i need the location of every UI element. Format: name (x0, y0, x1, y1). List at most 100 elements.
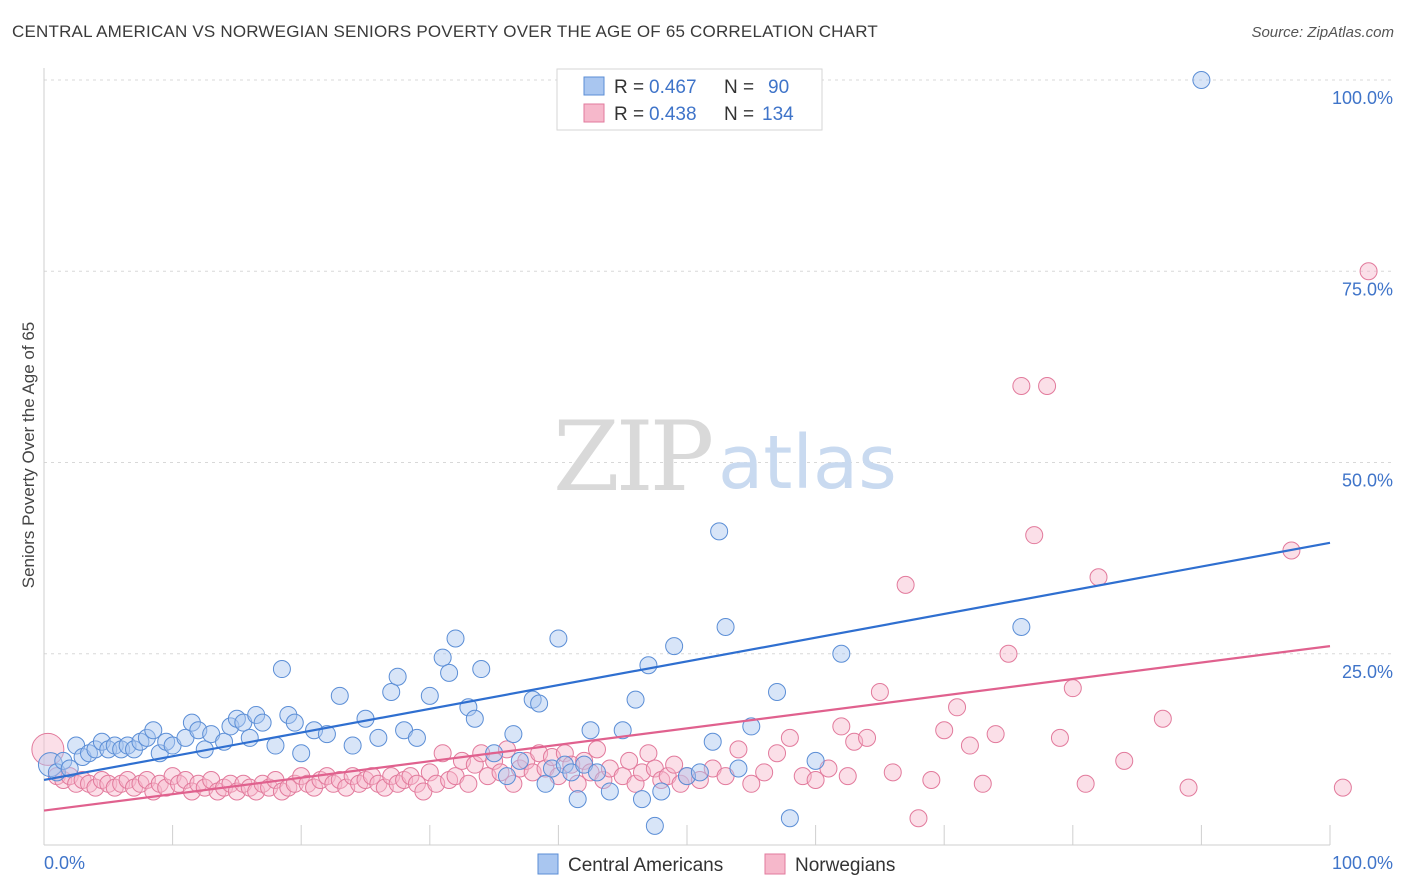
trend-lines (43, 541, 1331, 812)
central-americans-point (266, 736, 285, 755)
norwegians-point (1038, 377, 1057, 395)
norwegians-point (1333, 778, 1352, 797)
central-americans-point (703, 732, 722, 751)
central-americans-point (710, 522, 729, 541)
y-axis-title: Seniors Poverty Over the Age of 65 (19, 322, 38, 588)
norwegians-point (1063, 679, 1082, 698)
central-americans-point (125, 740, 144, 759)
central-americans-point (600, 782, 619, 801)
central-americans-trend-line (43, 541, 1331, 782)
norwegians-point (568, 774, 587, 793)
central-americans-point (285, 713, 304, 732)
legend-r-value-pink: 0.438 (649, 104, 697, 125)
legend-n-label-pink: N = (724, 104, 754, 125)
central-americans-point (626, 690, 645, 709)
central-americans-point (510, 751, 529, 770)
central-americans-point (645, 816, 664, 835)
norwegians-point (665, 755, 684, 774)
norwegians-point (896, 575, 915, 594)
central-americans-point (343, 736, 362, 755)
central-americans-point (253, 713, 272, 732)
norwegians-point (858, 728, 877, 747)
central-americans-point (652, 782, 671, 801)
central-americans-point (549, 629, 568, 648)
norwegians-point (922, 770, 941, 789)
norwegians-point (587, 740, 606, 759)
legend-n-value-pink: 134 (762, 104, 794, 125)
central-americans-point (1012, 617, 1031, 636)
norwegians-point (973, 774, 992, 793)
top-legend: R = 0.467 N = 90 R = 0.438 N = 134 (556, 68, 823, 131)
central-americans-point (382, 683, 401, 701)
source-label: Source: ZipAtlas.com (1251, 24, 1394, 41)
central-americans-point (369, 728, 388, 747)
norwegians-point (639, 744, 658, 763)
central-americans-point (182, 713, 201, 732)
central-americans-point (440, 663, 459, 682)
central-americans-point (54, 751, 73, 770)
legend-n-value-blue: 90 (768, 77, 789, 98)
central-americans-point (144, 721, 163, 740)
norwegians-point (305, 778, 324, 797)
norwegians-point (986, 725, 1005, 744)
legend-r-label-pink: R = (614, 104, 644, 125)
central-americans-point (690, 763, 709, 782)
norwegians-point (729, 740, 748, 759)
central-americans-point (581, 721, 600, 740)
norwegians-point (948, 698, 967, 717)
central-americans-point (1192, 71, 1211, 89)
central-americans-point (504, 725, 523, 744)
central-americans-point (465, 709, 484, 728)
central-americans-point (272, 660, 291, 679)
norwegians-point (1153, 709, 1172, 728)
norwegians-point (1076, 774, 1095, 793)
central-americans-point (279, 705, 298, 724)
legend-swatch-blue (583, 76, 605, 96)
central-americans-point (330, 686, 349, 705)
norwegians-point (420, 763, 439, 782)
norwegians-point (1050, 728, 1069, 747)
watermark: ZIP atlas (553, 401, 897, 513)
bottom-legend-swatch-pink (764, 853, 786, 875)
legend-swatch-pink (583, 103, 605, 123)
central-americans-point (446, 629, 465, 648)
norwegians-point (883, 763, 902, 782)
watermark-atlas: atlas (718, 420, 897, 506)
central-americans-point (292, 744, 311, 763)
norwegians-point (1025, 526, 1044, 545)
central-americans-point (780, 809, 799, 828)
norwegians-point (626, 774, 645, 793)
norwegians-point (838, 767, 857, 786)
central-americans-point (806, 751, 825, 770)
x-tick-label-min: 0.0% (44, 853, 85, 873)
norwegians-point (780, 728, 799, 747)
chart-title: CENTRAL AMERICAN VS NORWEGIAN SENIORS PO… (12, 22, 878, 41)
norwegians-point (806, 770, 825, 789)
norwegians-point (742, 774, 761, 793)
central-americans-point (568, 790, 587, 809)
legend-r-value-blue: 0.467 (649, 77, 697, 98)
norwegians-point (909, 809, 928, 828)
bottom-legend: Central Americans Norwegians (537, 853, 895, 876)
norwegians-point (504, 774, 523, 793)
central-americans-point (742, 717, 761, 736)
bottom-legend-label-blue: Central Americans (568, 855, 723, 876)
norwegians-point (870, 683, 889, 701)
norwegians-point (459, 774, 478, 793)
central-americans-series (37, 71, 1211, 835)
norwegians-point (620, 751, 639, 770)
central-americans-point (247, 705, 266, 724)
legend-r-label-blue: R = (614, 77, 644, 98)
y-tick-label: 75.0% (1342, 279, 1393, 299)
norwegians-point (768, 744, 787, 763)
bottom-legend-label-pink: Norwegians (795, 855, 895, 876)
central-americans-point (60, 759, 79, 778)
norwegians-point (1359, 262, 1378, 281)
central-americans-point (472, 660, 491, 679)
central-americans-point (317, 725, 336, 744)
central-americans-point (613, 721, 632, 740)
legend-n-label-blue: N = (724, 77, 754, 98)
central-americans-point (388, 667, 407, 686)
norwegians-trend-line (43, 645, 1331, 812)
